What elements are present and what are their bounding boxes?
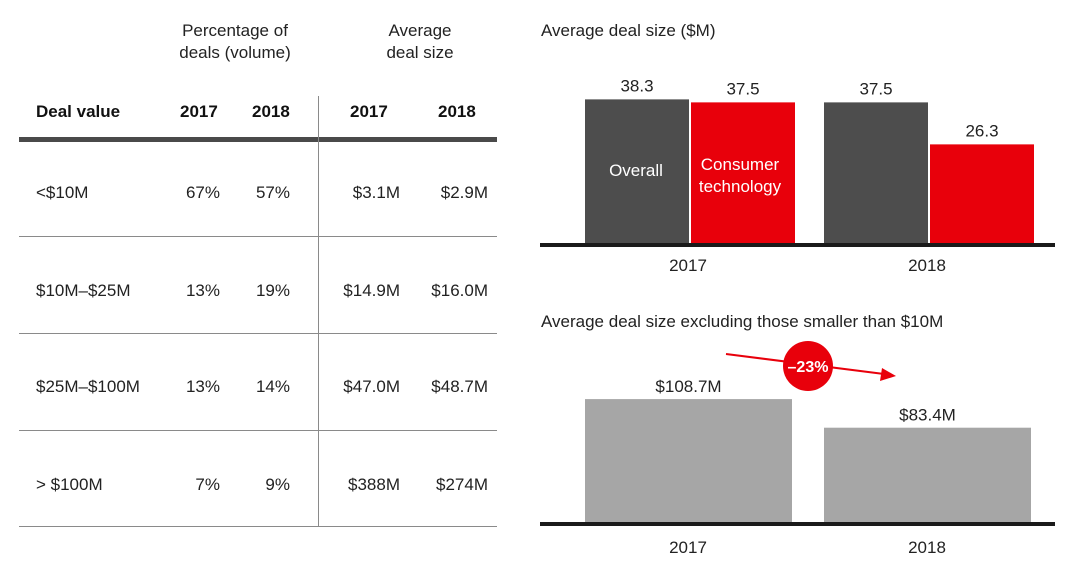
legend-overall-label: Overall <box>609 161 663 180</box>
value-label-consumer-technology-2017: 37.5 <box>726 79 759 98</box>
avg-2018: $274M <box>436 475 488 494</box>
chart1-xtick-2017: 2017 <box>669 256 707 275</box>
pct-2018: 57% <box>255 183 290 202</box>
chart2-bars: $108.7M $83.4M <box>585 377 1031 522</box>
avg-2018: $48.7M <box>431 377 488 396</box>
chart1-xtick-2018: 2018 <box>908 256 946 275</box>
bar-excl-2018 <box>824 427 1031 522</box>
row-label: <$10M <box>36 183 89 202</box>
row-label: > $100M <box>36 475 103 494</box>
header-average: Average deal size <box>350 20 490 64</box>
avg-2018: $2.9M <box>440 183 488 202</box>
row-divider <box>19 430 497 431</box>
legend-consumer-label-line2: technology <box>699 177 782 196</box>
legend-consumer-label-line1: Consumer <box>701 155 780 174</box>
pct-2018: 19% <box>255 281 290 300</box>
column-divider <box>318 96 319 526</box>
header-average-line2: deal size <box>386 43 454 62</box>
col-pct-2018: 2018 <box>252 102 290 121</box>
avg-2017: $47.0M <box>343 377 400 396</box>
row-label: $10M–$25M <box>36 281 131 300</box>
pct-2017: 13% <box>185 281 220 300</box>
value-label-excl-2018: $83.4M <box>899 406 956 425</box>
value-label-overall-2018: 37.5 <box>859 79 892 98</box>
arrow-head-icon <box>880 368 896 381</box>
bar-consumer-technology-2018 <box>930 144 1034 243</box>
change-badge <box>783 341 833 391</box>
chart2-xtick-2017: 2017 <box>669 538 707 557</box>
bar-overall-2017 <box>585 99 689 243</box>
pct-2018: 14% <box>255 377 290 396</box>
value-label-excl-2017: $108.7M <box>655 377 721 396</box>
bar-overall-2018 <box>824 102 928 243</box>
avg-2017: $388M <box>348 475 400 494</box>
row-label: $25M–$100M <box>36 377 140 396</box>
chart1-bars: 38.3 37.5 37.5 26.3 <box>585 76 1034 243</box>
header-percentage-line2: deals (volume) <box>179 43 291 62</box>
bar-consumer-technology-2017 <box>691 102 795 243</box>
change-annotation: –23% <box>725 341 896 391</box>
row-divider <box>19 333 497 334</box>
header-rule <box>19 137 497 142</box>
col-deal-value: Deal value <box>36 102 121 121</box>
col-avg-2018: 2018 <box>438 102 476 121</box>
chart2-title: Average deal size excluding those smalle… <box>541 312 943 331</box>
avg-2018: $16.0M <box>431 281 488 300</box>
header-percentage-line1: Percentage of <box>182 21 288 40</box>
avg-2017: $3.1M <box>352 183 400 202</box>
pct-2017: 67% <box>185 183 220 202</box>
row-divider <box>19 526 497 527</box>
header-percentage: Percentage of deals (volume) <box>160 20 310 64</box>
col-pct-2017: 2017 <box>180 102 218 121</box>
bar-excl-2017 <box>585 399 792 522</box>
pct-2017: 13% <box>185 377 220 396</box>
chart2-xtick-2018: 2018 <box>908 538 946 557</box>
row-divider <box>19 236 497 237</box>
value-label-overall-2017: 38.3 <box>620 76 653 95</box>
chart1-title: Average deal size ($M) <box>541 21 716 40</box>
avg-2017: $14.9M <box>343 281 400 300</box>
header-average-line1: Average <box>388 21 452 40</box>
pct-2017: 7% <box>195 475 220 494</box>
col-avg-2017: 2017 <box>350 102 388 121</box>
value-label-consumer-technology-2018: 26.3 <box>965 121 998 140</box>
pct-2018: 9% <box>265 475 290 494</box>
change-badge-label: –23% <box>788 359 829 376</box>
